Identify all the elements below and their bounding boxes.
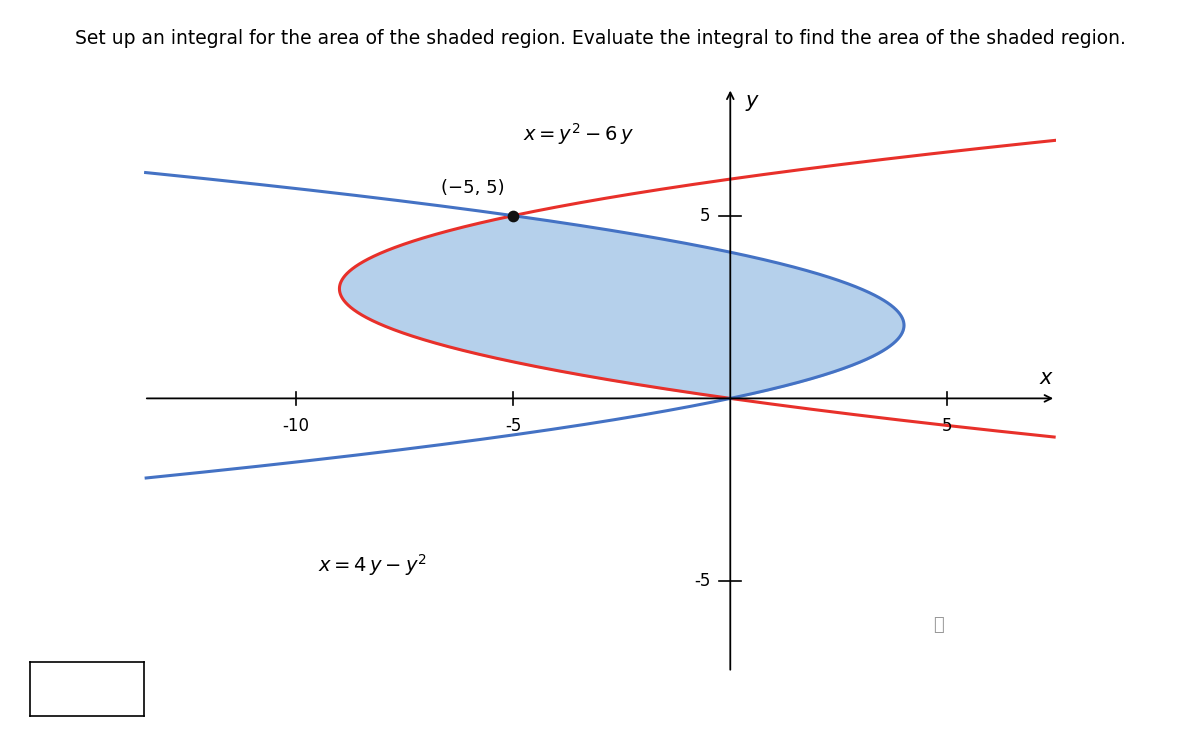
Text: x: x (1039, 368, 1051, 388)
Text: -10: -10 (282, 417, 310, 435)
Point (504, 210, 523, 221)
Text: $x = y^2 - 6\,y$: $x = y^2 - 6\,y$ (523, 121, 634, 146)
Text: (−5, 5): (−5, 5) (440, 179, 504, 197)
Text: -5: -5 (505, 417, 521, 435)
Text: y: y (745, 91, 758, 111)
Text: Set up an integral for the area of the shaded region. Evaluate the integral to f: Set up an integral for the area of the s… (74, 29, 1126, 48)
Text: 5: 5 (701, 207, 710, 224)
Text: -5: -5 (695, 572, 710, 590)
Text: $x = 4\,y - y^2$: $x = 4\,y - y^2$ (318, 552, 426, 577)
Text: 5: 5 (942, 417, 953, 435)
Text: ⓘ: ⓘ (934, 616, 944, 634)
